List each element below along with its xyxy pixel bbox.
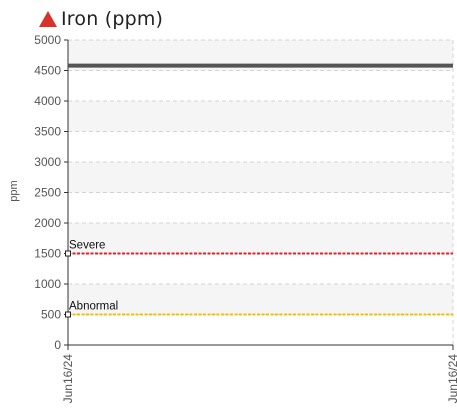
warning-triangle-icon — [39, 11, 57, 27]
plot-band — [68, 101, 453, 132]
threshold-lines: Severe Abnormal — [65, 240, 453, 318]
threshold-marker — [65, 311, 71, 318]
y-tick-label: 4000 — [34, 94, 61, 108]
plot-bands — [68, 40, 453, 315]
plot-band — [68, 162, 453, 193]
y-axis-label: ppm — [8, 180, 20, 201]
y-tick-label: 1000 — [34, 277, 61, 291]
chart-title: Iron (ppm) — [38, 7, 163, 31]
x-tick-label: Jun16/24 — [61, 354, 75, 404]
y-tick-label: 500 — [41, 308, 61, 322]
y-tick-label: 2000 — [34, 216, 61, 230]
x-tick-labels: Jun16/24 Jun16/24 — [61, 354, 457, 404]
y-tick-label: 5000 — [34, 33, 61, 47]
plot-band — [68, 284, 453, 315]
y-tick-label: 4500 — [34, 64, 61, 78]
axes — [64, 39, 454, 350]
y-tick-label: 3000 — [34, 155, 61, 169]
y-tick-label: 3500 — [34, 125, 61, 139]
y-tick-label: 0 — [54, 338, 61, 352]
y-tick-label: 2500 — [34, 186, 61, 200]
threshold-label-abnormal: Abnormal — [69, 301, 118, 313]
chart-title-text: Iron (ppm) — [61, 8, 164, 30]
threshold-label-severe: Severe — [69, 240, 105, 252]
threshold-marker — [65, 250, 71, 257]
plot-band — [68, 223, 453, 254]
x-tick-label: Jun16/24 — [446, 354, 457, 404]
y-tick-label: 1500 — [34, 247, 61, 261]
y-tick-labels: 0 500 1000 1500 2000 2500 3000 3500 4000 4500 5000 — [34, 33, 61, 352]
grid-lines — [68, 39, 454, 345]
